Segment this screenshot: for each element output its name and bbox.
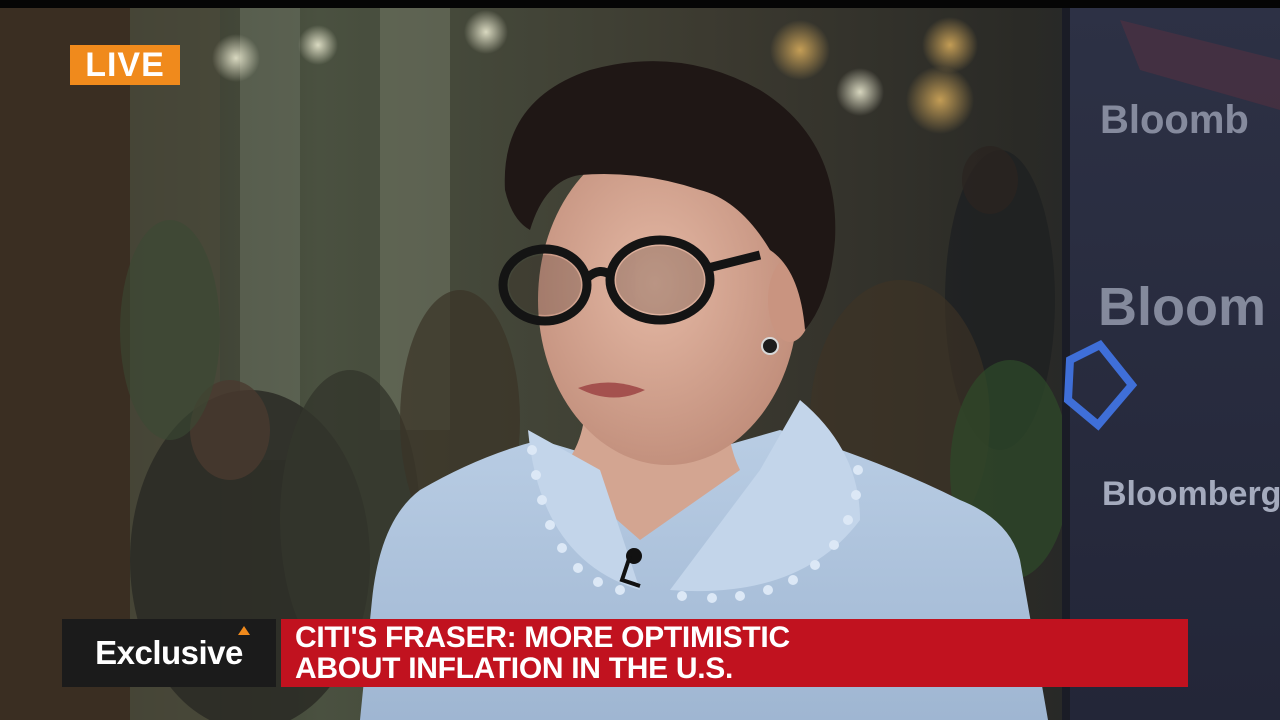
backdrop-brand-middle: Bloom: [1098, 277, 1266, 337]
backdrop-brand-top: Bloomb: [1100, 98, 1249, 142]
live-badge: LIVE: [70, 45, 180, 85]
backdrop-brand-bottom: Bloomberg: [1102, 475, 1280, 513]
top-letterbox-bar: [0, 0, 1280, 8]
lower-third-banner: Exclusive CITI'S FRASER: MORE OPTIMISTIC…: [62, 619, 1188, 687]
headline-line-2: ABOUT INFLATION IN THE U.S.: [295, 652, 733, 685]
exclusive-accent-icon: [238, 626, 250, 635]
exclusive-label: Exclusive: [95, 634, 243, 671]
headline-line-1: CITI'S FRASER: MORE OPTIMISTIC: [295, 621, 790, 654]
headline-box: CITI'S FRASER: MORE OPTIMISTIC ABOUT INF…: [281, 619, 1188, 687]
